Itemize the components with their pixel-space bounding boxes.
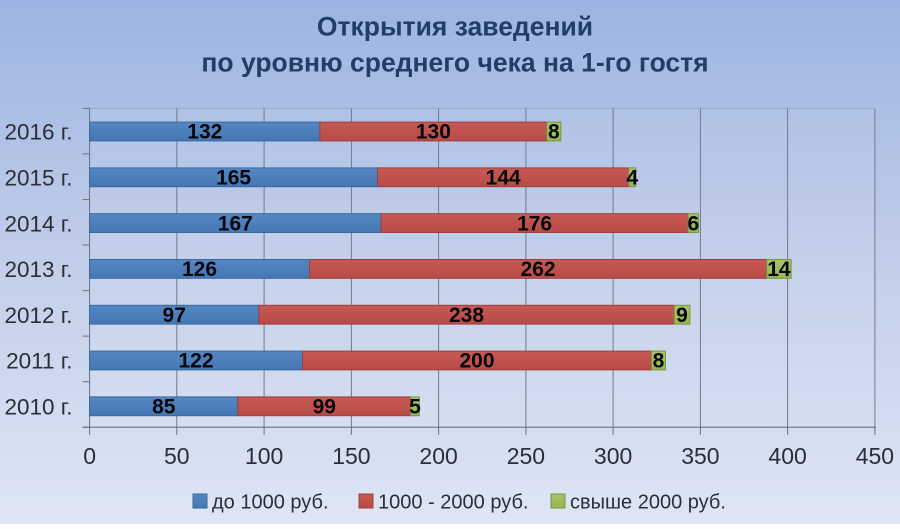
svg-text:200: 200 bbox=[419, 443, 457, 469]
svg-text:144: 144 bbox=[486, 167, 521, 190]
svg-text:1000 - 2000 руб.: 1000 - 2000 руб. bbox=[378, 492, 528, 514]
svg-text:126: 126 bbox=[182, 258, 217, 281]
svg-text:262: 262 bbox=[521, 258, 556, 281]
svg-text:250: 250 bbox=[507, 443, 545, 469]
svg-text:5: 5 bbox=[409, 396, 421, 419]
svg-text:122: 122 bbox=[178, 350, 213, 373]
svg-text:до 1000 руб.: до 1000 руб. bbox=[212, 492, 329, 514]
svg-text:2016 г.: 2016 г. bbox=[4, 120, 72, 145]
svg-text:8: 8 bbox=[653, 350, 665, 373]
svg-text:450: 450 bbox=[856, 443, 894, 469]
svg-text:97: 97 bbox=[163, 304, 186, 327]
svg-text:2013 г.: 2013 г. bbox=[4, 257, 72, 282]
svg-text:200: 200 bbox=[459, 350, 494, 373]
svg-text:238: 238 bbox=[449, 304, 484, 327]
svg-text:по уровню среднего чека на 1-г: по уровню среднего чека на 1-го гостя bbox=[201, 48, 708, 78]
svg-text:2015 г.: 2015 г. bbox=[4, 166, 72, 191]
svg-text:99: 99 bbox=[313, 396, 336, 419]
svg-text:2011 г.: 2011 г. bbox=[6, 349, 72, 374]
svg-text:0: 0 bbox=[83, 443, 96, 469]
svg-text:14: 14 bbox=[767, 258, 791, 281]
svg-text:Открытия заведений: Открытия заведений bbox=[317, 11, 593, 41]
svg-text:2010 г.: 2010 г. bbox=[4, 395, 72, 420]
svg-text:85: 85 bbox=[152, 396, 176, 419]
svg-text:400: 400 bbox=[768, 443, 806, 469]
svg-text:350: 350 bbox=[681, 443, 719, 469]
svg-text:130: 130 bbox=[416, 121, 451, 144]
svg-text:165: 165 bbox=[216, 167, 251, 190]
svg-text:100: 100 bbox=[245, 443, 283, 469]
svg-text:6: 6 bbox=[688, 212, 700, 235]
svg-text:2014 г.: 2014 г. bbox=[4, 211, 72, 236]
svg-text:150: 150 bbox=[332, 443, 370, 469]
svg-text:50: 50 bbox=[164, 443, 190, 469]
svg-text:свыше 2000 руб.: свыше 2000 руб. bbox=[570, 492, 726, 514]
svg-text:2012 г.: 2012 г. bbox=[4, 303, 72, 328]
svg-text:132: 132 bbox=[187, 121, 222, 144]
svg-text:4: 4 bbox=[626, 167, 638, 190]
svg-text:176: 176 bbox=[517, 212, 552, 235]
svg-text:8: 8 bbox=[548, 121, 560, 144]
svg-text:300: 300 bbox=[594, 443, 632, 469]
svg-text:167: 167 bbox=[218, 212, 253, 235]
svg-text:9: 9 bbox=[676, 304, 688, 327]
